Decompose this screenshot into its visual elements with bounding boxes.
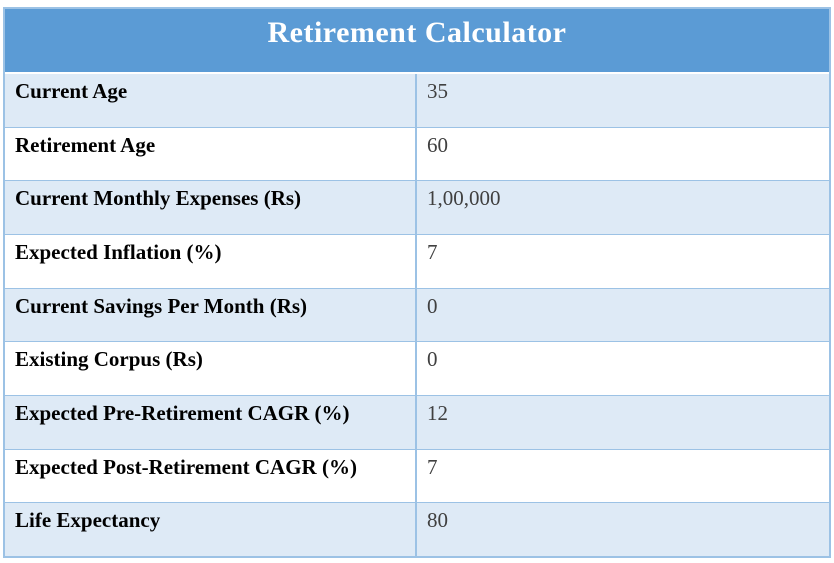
row-value: 1,00,000 [427, 186, 501, 211]
row-value: 12 [427, 401, 448, 426]
row-label: Life Expectancy [5, 503, 417, 557]
row-value: 7 [427, 240, 438, 265]
page-title: Retirement Calculator [267, 16, 567, 49]
table-row: Expected Pre-Retirement CAGR (%) 12 [5, 395, 829, 449]
row-label: Current Monthly Expenses (Rs) [5, 181, 417, 235]
table-header: Retirement Calculator [5, 9, 829, 74]
table-row: Expected Post-Retirement CAGR (%) 7 [5, 448, 829, 503]
table-row: Current Monthly Expenses (Rs) 1,00,000 [5, 180, 829, 235]
row-label: Current Age [5, 74, 417, 127]
table-row: Current Savings Per Month (Rs) 0 [5, 287, 829, 342]
row-value: 35 [427, 79, 448, 103]
row-label: Expected Pre-Retirement CAGR (%) [5, 396, 417, 449]
retirement-calculator-table: Retirement Calculator Current Age 35 Retir… [3, 7, 831, 558]
row-label: Retirement Age [5, 127, 417, 181]
row-label: Expected Post-Retirement CAGR (%) [5, 449, 417, 503]
row-value: 60 [427, 132, 448, 157]
row-label: Expected Inflation (%) [5, 235, 417, 288]
table-row: Existing Corpus (Rs) 0 [5, 341, 829, 396]
table-row: Retirement Age 60 [5, 126, 829, 181]
table-row: Expected Inflation (%) 7 [5, 234, 829, 288]
row-value: 7 [427, 454, 438, 479]
row-label: Current Savings Per Month (Rs) [5, 288, 417, 342]
table-row: Current Age 35 [5, 74, 829, 127]
row-value: 0 [427, 347, 438, 372]
row-label: Existing Corpus (Rs) [5, 342, 417, 396]
row-value: 0 [427, 293, 438, 318]
table-row: Life Expectancy 80 [5, 502, 829, 557]
row-value: 80 [427, 508, 448, 533]
